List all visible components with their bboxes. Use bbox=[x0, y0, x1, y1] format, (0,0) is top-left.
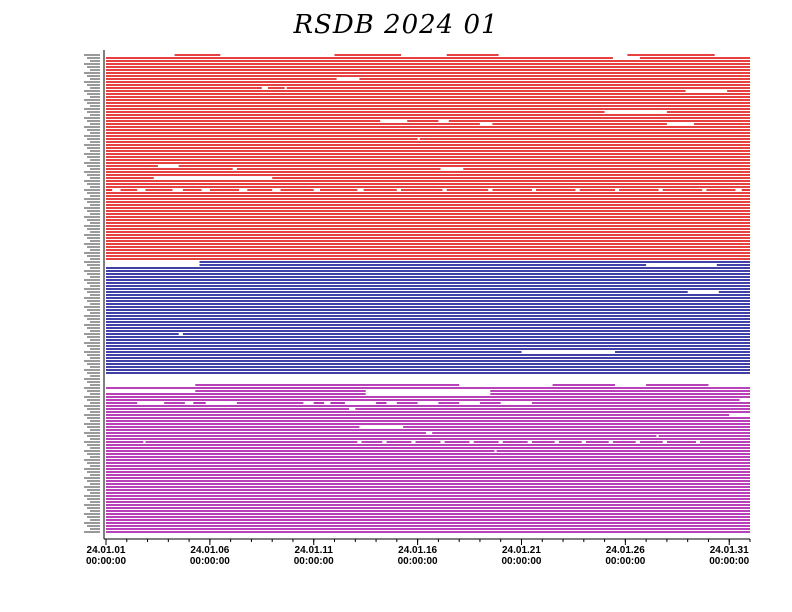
x-tick-date-label: 24.01.16 bbox=[398, 545, 437, 556]
x-tick-date-label: 24.01.01 bbox=[87, 545, 126, 556]
x-tick-date-label: 24.01.21 bbox=[502, 545, 541, 556]
x-tick-date-label: 24.01.06 bbox=[190, 545, 229, 556]
chart-title: RSDB 2024 01 bbox=[293, 10, 499, 40]
x-tick-time-label: 00:00:00 bbox=[398, 556, 438, 567]
station-group-0 bbox=[106, 54, 750, 260]
x-tick-date-label: 24.01.26 bbox=[606, 545, 645, 556]
station-group-2 bbox=[106, 384, 750, 533]
x-tick-time-label: 00:00:00 bbox=[501, 556, 541, 567]
x-tick-time-label: 00:00:00 bbox=[709, 556, 749, 567]
x-tick-date-label: 24.01.31 bbox=[710, 545, 749, 556]
station-labels bbox=[84, 54, 100, 533]
x-tick-time-label: 00:00:00 bbox=[86, 556, 126, 567]
station-group-1 bbox=[106, 261, 750, 374]
rows-layer bbox=[106, 54, 750, 533]
x-tick-time-label: 00:00:00 bbox=[294, 556, 334, 567]
x-tick-time-label: 00:00:00 bbox=[605, 556, 645, 567]
x-axis: 24.01.0100:00:0024.01.0600:00:0024.01.11… bbox=[86, 50, 751, 567]
x-tick-time-label: 00:00:00 bbox=[190, 556, 230, 567]
x-tick-date-label: 24.01.11 bbox=[295, 545, 334, 556]
